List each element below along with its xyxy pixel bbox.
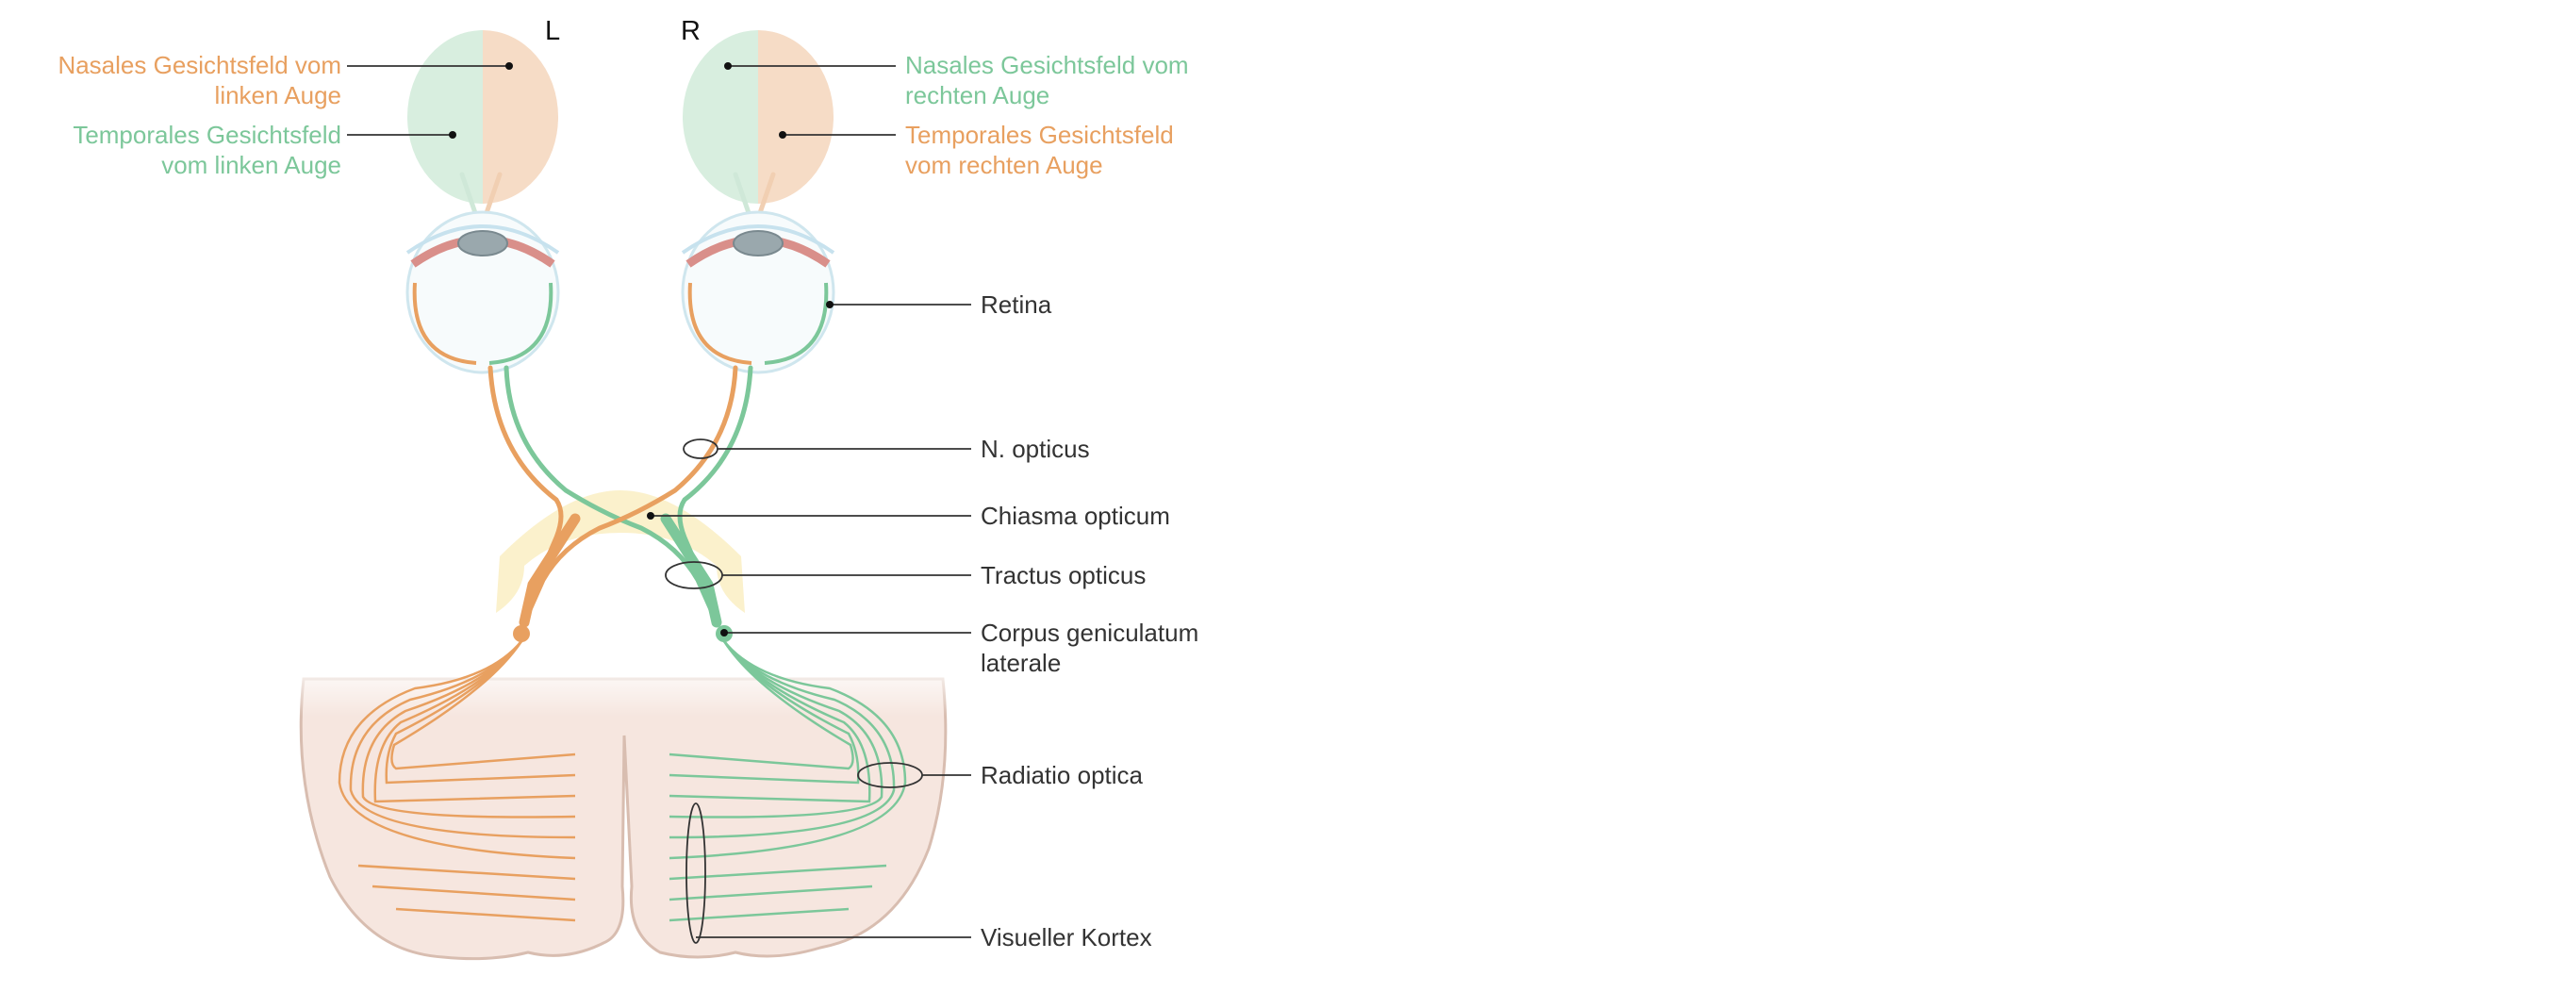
right-eye: [681, 210, 835, 374]
structure-labels: Retina N. opticus Chiasma opticum Tractu…: [981, 290, 1198, 951]
right-field-labels: Nasales Gesichtsfeld vom rechten Auge Te…: [905, 51, 1189, 179]
label-right-temporal-line2: vom rechten Auge: [905, 151, 1103, 179]
optic-pathways: [487, 365, 753, 628]
label-radiatio-optica: Radiatio optica: [981, 761, 1144, 789]
label-left-temporal-line2: vom linken Auge: [161, 151, 341, 179]
leader-lines: [347, 62, 971, 944]
right-visual-field: [683, 30, 834, 204]
label-left-temporal-line1: Temporales Gesichtsfeld: [73, 121, 341, 149]
occipital-lobes: [299, 677, 948, 961]
lgn-left: [513, 625, 530, 642]
side-marker-left: L: [545, 16, 560, 46]
optic-radiation-right: [669, 640, 907, 922]
label-right-nasal-line1: Nasales Gesichtsfeld vom: [905, 51, 1189, 79]
left-visual-field: [407, 30, 558, 204]
left-eye: [405, 210, 560, 374]
side-marker-right: R: [681, 16, 701, 46]
chiasma-region: [496, 490, 745, 613]
label-left-nasal-line1: Nasales Gesichtsfeld vom: [58, 51, 341, 79]
label-right-temporal-line1: Temporales Gesichtsfeld: [905, 121, 1174, 149]
label-corpus-geniculatum-line1: Corpus geniculatum: [981, 619, 1198, 647]
label-right-nasal-line2: rechten Auge: [905, 81, 1049, 109]
label-chiasma-opticum: Chiasma opticum: [981, 502, 1170, 530]
optic-radiation-left: [338, 640, 576, 922]
label-n-opticus: N. opticus: [981, 435, 1090, 463]
left-field-labels: Nasales Gesichtsfeld vom linken Auge Tem…: [58, 51, 341, 179]
label-tractus-opticus: Tractus opticus: [981, 561, 1146, 589]
label-left-nasal-line2: linken Auge: [215, 81, 341, 109]
label-retina: Retina: [981, 290, 1052, 319]
label-visueller-kortex: Visueller Kortex: [981, 923, 1152, 951]
label-corpus-geniculatum-line2: laterale: [981, 649, 1061, 677]
brain-top-fade: [292, 660, 952, 717]
